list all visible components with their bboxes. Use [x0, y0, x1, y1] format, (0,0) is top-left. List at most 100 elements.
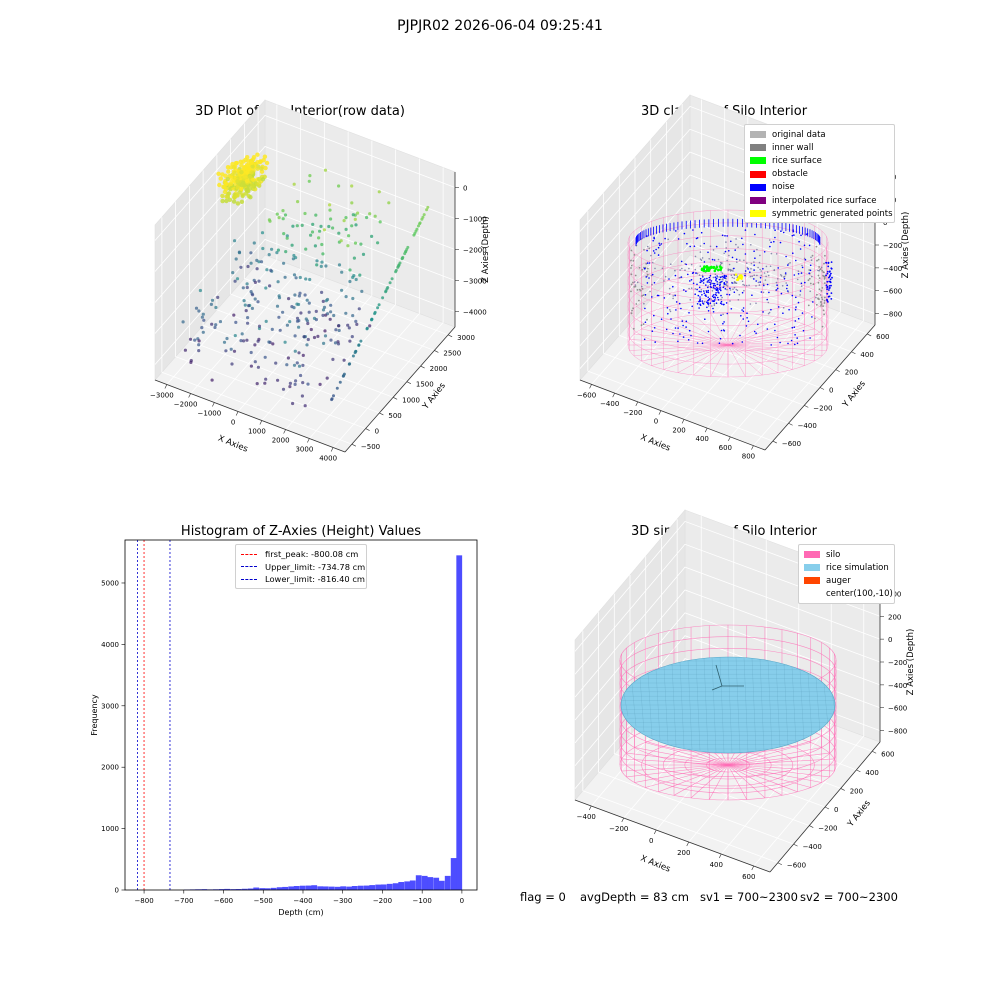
grid-point — [636, 281, 639, 284]
noise-point — [668, 278, 670, 280]
data-point — [285, 363, 289, 367]
data-point — [283, 340, 287, 344]
grid-point — [690, 263, 693, 266]
data-point — [344, 311, 348, 315]
data-point — [425, 208, 429, 212]
grid-point — [735, 238, 737, 240]
noise-point — [723, 274, 726, 277]
inner-wall-point — [634, 274, 637, 277]
data-point — [304, 247, 308, 251]
inner-wall-point — [823, 278, 826, 280]
grid-point — [681, 267, 683, 270]
data-point — [288, 320, 292, 324]
grid-point — [735, 282, 738, 285]
noise-point — [691, 305, 693, 308]
data-point — [239, 182, 244, 188]
panel4-x-tick — [588, 805, 592, 811]
grid-point — [818, 269, 820, 272]
panel2-grid-y — [618, 175, 805, 406]
data-point — [238, 159, 243, 164]
data-point — [300, 223, 304, 227]
data-point — [311, 222, 315, 226]
grid-point — [749, 275, 752, 278]
data-point — [421, 215, 425, 219]
noise-point — [723, 276, 725, 279]
noise-point — [722, 322, 724, 325]
data-point — [245, 285, 249, 290]
noise-point — [708, 298, 711, 300]
noise-point — [797, 301, 800, 304]
data-point — [213, 325, 217, 330]
legend-swatch — [804, 564, 820, 572]
inner-wall-point — [808, 269, 811, 271]
noise-point — [825, 274, 827, 277]
data-point — [197, 339, 201, 343]
data-point — [330, 397, 334, 401]
data-point — [247, 304, 251, 308]
noise-point — [717, 291, 719, 294]
grid-point — [762, 283, 765, 285]
grid-point — [745, 284, 748, 287]
panel1-y-tick-label: 1500 — [416, 381, 434, 389]
data-point — [418, 221, 422, 225]
data-point — [321, 308, 326, 312]
data-point — [292, 306, 296, 310]
grid-point — [789, 262, 791, 264]
data-point — [319, 224, 323, 228]
panel1-z-tick-label: −4000 — [463, 309, 487, 317]
data-point — [352, 256, 356, 260]
grid-point — [738, 293, 741, 296]
noise-point — [753, 330, 756, 333]
grid-point — [699, 251, 702, 253]
panel4-z-axis-label: Z Axies (Depth) — [906, 629, 916, 696]
noise-point — [714, 287, 716, 290]
grid-point — [780, 275, 783, 277]
panel2-x-tick — [704, 427, 708, 433]
panel2-x-tick — [635, 401, 639, 407]
noise-point — [711, 295, 714, 298]
noise-point — [724, 235, 726, 237]
noise-point — [689, 245, 691, 248]
inner-wall-point — [807, 304, 810, 307]
noise-point — [759, 281, 761, 283]
grid-point — [703, 300, 706, 303]
noise-point — [716, 281, 718, 283]
panel1-y-tick-label: 500 — [388, 412, 401, 420]
inner-wall-point — [630, 312, 633, 315]
data-point — [274, 361, 278, 365]
noise-point — [718, 342, 721, 345]
legend-entry: silo — [804, 548, 889, 561]
inner-wall-point — [807, 279, 810, 282]
grid-point — [650, 274, 653, 277]
noise-point — [719, 288, 722, 290]
data-point — [214, 305, 218, 310]
noise-point — [646, 262, 649, 264]
grid-point — [701, 257, 704, 259]
noise-point — [744, 274, 746, 277]
data-point — [353, 217, 357, 221]
grid-point — [727, 268, 730, 271]
inner-wall-point — [820, 301, 823, 303]
data-point — [275, 212, 279, 216]
data-point — [224, 198, 229, 204]
data-point — [351, 275, 355, 279]
panel1-x-tick — [188, 393, 191, 398]
noise-point — [794, 343, 796, 346]
data-point — [276, 378, 280, 382]
panel2-y-tick — [867, 333, 872, 337]
data-point — [377, 303, 381, 307]
data-point — [220, 172, 225, 177]
noise-point — [687, 273, 689, 276]
data-point — [200, 315, 204, 319]
noise-point — [827, 265, 830, 268]
data-point — [297, 325, 301, 329]
noise-point — [643, 338, 646, 341]
noise-point — [717, 296, 719, 299]
data-point — [216, 295, 220, 299]
inner-wall-point — [630, 259, 632, 262]
grid-point — [768, 311, 771, 314]
data-point — [197, 349, 201, 353]
data-point — [324, 299, 328, 303]
grid-point — [668, 287, 671, 290]
panel1-y-tick-label: 2000 — [430, 365, 448, 373]
